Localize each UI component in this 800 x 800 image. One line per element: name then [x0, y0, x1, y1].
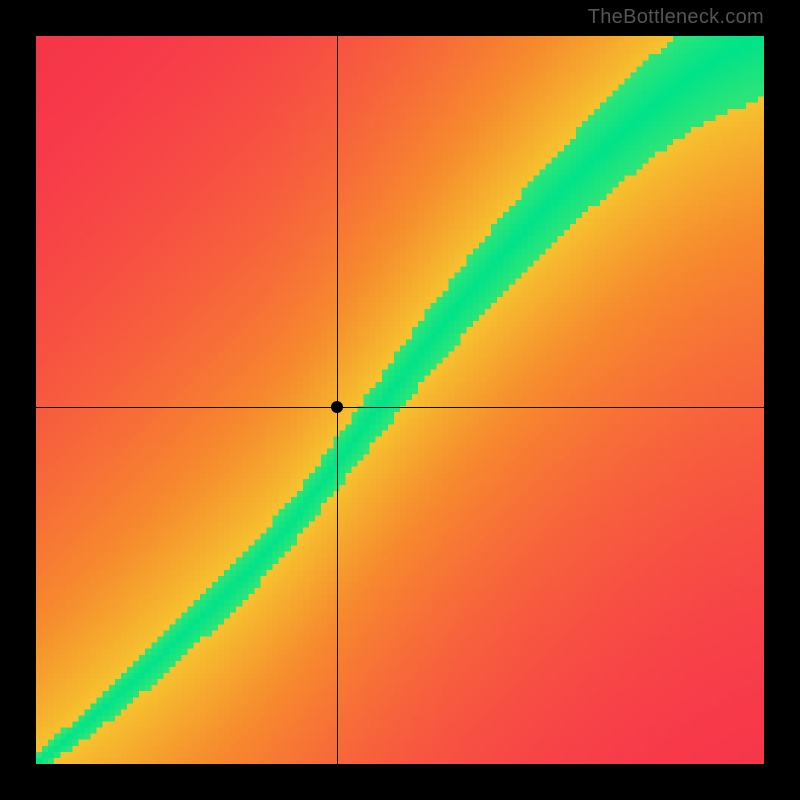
- plot-area: [36, 36, 764, 764]
- heatmap-canvas: [36, 36, 764, 764]
- chart-frame: TheBottleneck.com: [0, 0, 800, 800]
- watermark-text: TheBottleneck.com: [588, 6, 764, 29]
- crosshair-marker: [331, 401, 343, 413]
